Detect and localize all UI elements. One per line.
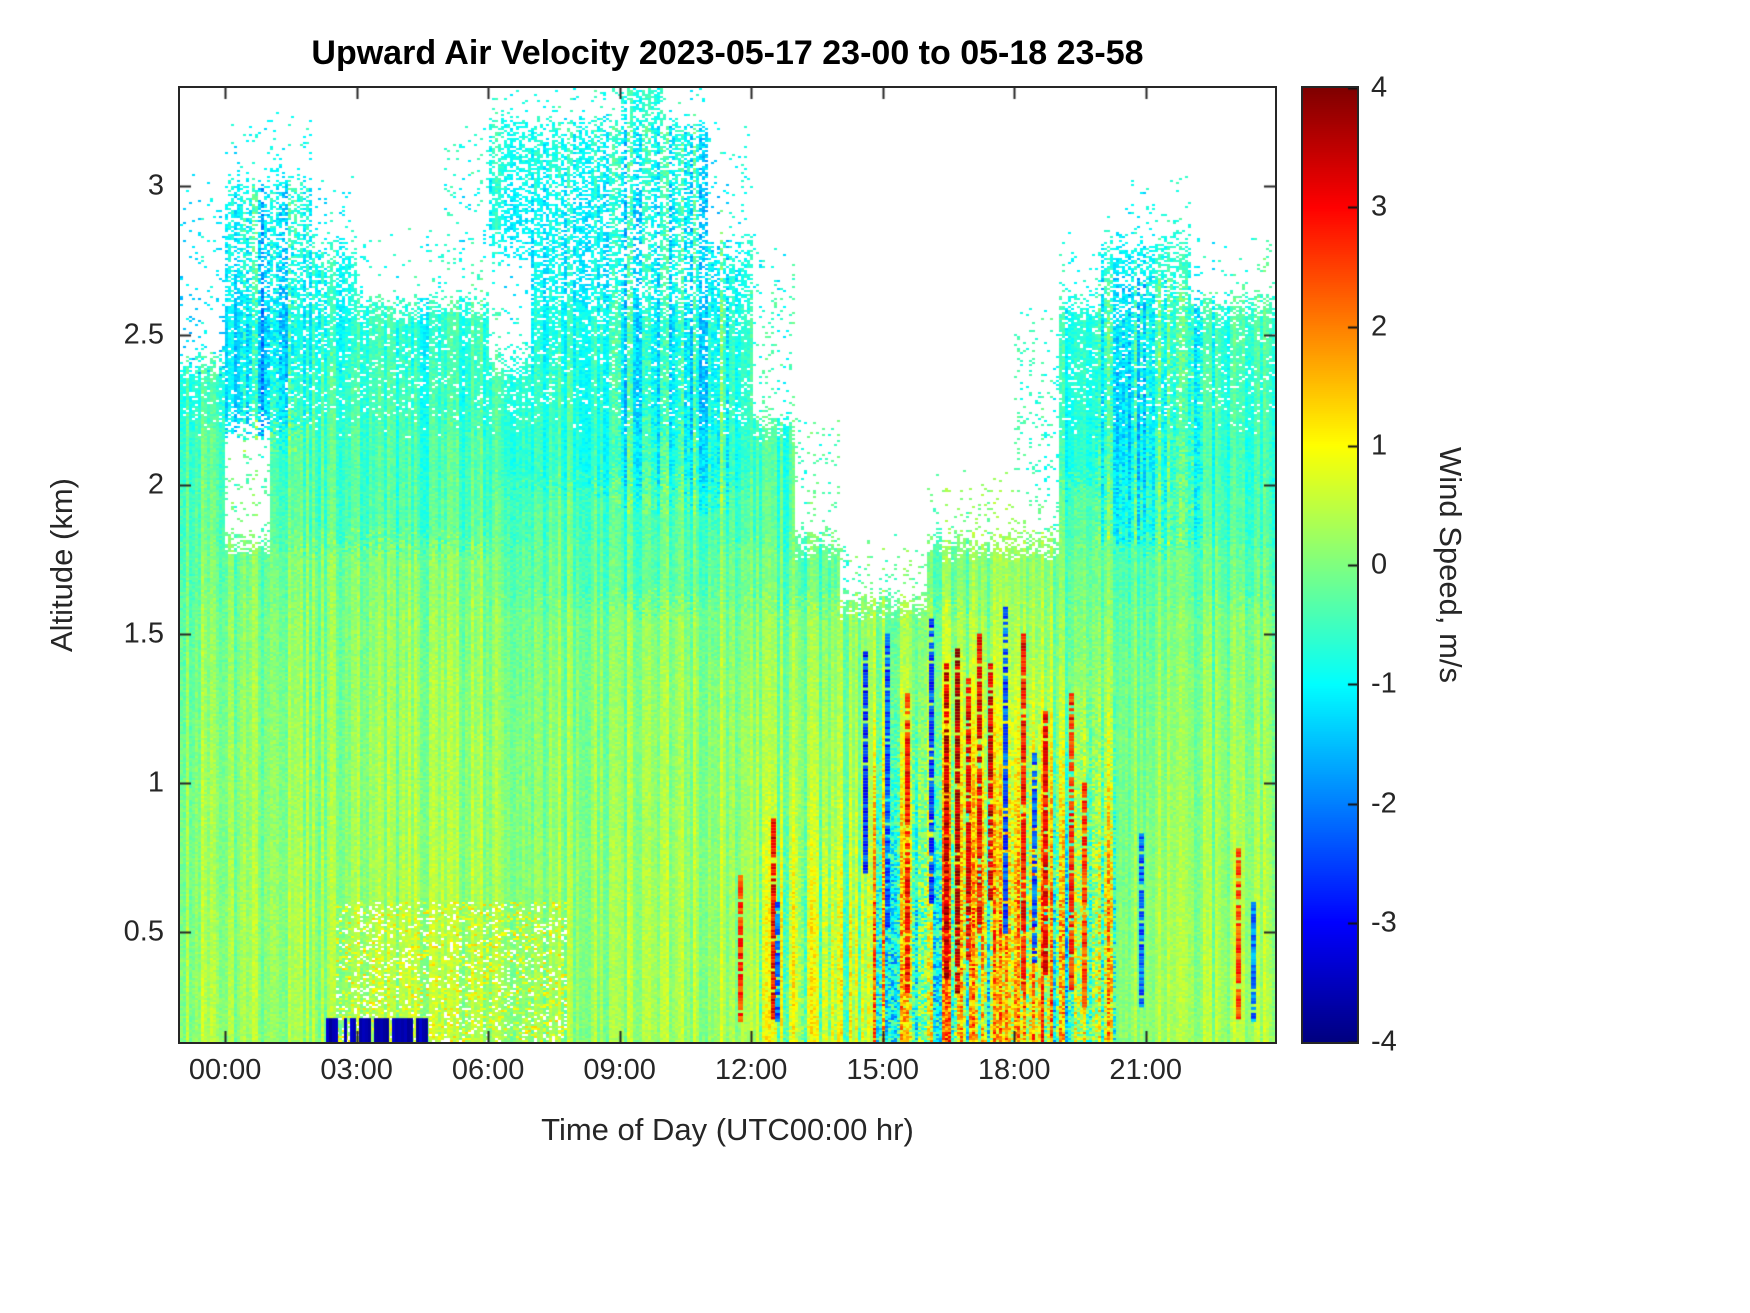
- x-tick-label: 03:00: [320, 1054, 393, 1086]
- colorbar-tick-label: 4: [1371, 71, 1388, 104]
- x-tick-label: 21:00: [1109, 1054, 1182, 1086]
- colorbar-tick-label: 3: [1371, 190, 1388, 223]
- colorbar-tick-label: -2: [1371, 787, 1397, 819]
- x-tick-label: 12:00: [714, 1054, 788, 1086]
- x-tick-label: 18:00: [977, 1054, 1051, 1086]
- x-axis-label: Time of Day (UTC00:00 hr): [541, 1112, 914, 1147]
- x-tick-label: 06:00: [451, 1054, 525, 1086]
- y-tick-label: 2.5: [123, 318, 164, 351]
- y-tick-label: 2: [147, 468, 164, 500]
- x-tick-label: 00:00: [188, 1054, 262, 1086]
- y-tick-label: 1: [147, 766, 164, 799]
- y-tick-label: 1.5: [123, 617, 164, 650]
- y-tick-label: 0.5: [123, 915, 164, 948]
- colorbar-tick-label: 2: [1371, 310, 1388, 342]
- y-tick-label: 3: [147, 169, 164, 202]
- colorbar-label: Wind Speed, m/s: [1433, 446, 1468, 684]
- colorbar-tick-label: 0: [1371, 548, 1388, 581]
- colorbar-tick-label: 1: [1371, 429, 1388, 462]
- x-tick-label: 09:00: [583, 1054, 656, 1086]
- colorbar-tick-label: -4: [1371, 1025, 1397, 1058]
- plot-area: [178, 86, 1277, 1044]
- colorbar-tick-label: -3: [1371, 906, 1397, 939]
- x-tick-label: 15:00: [846, 1054, 919, 1086]
- colorbar: [1301, 86, 1359, 1044]
- heatmap-canvas: [180, 88, 1275, 1042]
- colorbar-tick-label: -1: [1371, 667, 1397, 700]
- colorbar-canvas: [1303, 88, 1357, 1042]
- chart-title: Upward Air Velocity 2023-05-17 23-00 to …: [311, 34, 1144, 72]
